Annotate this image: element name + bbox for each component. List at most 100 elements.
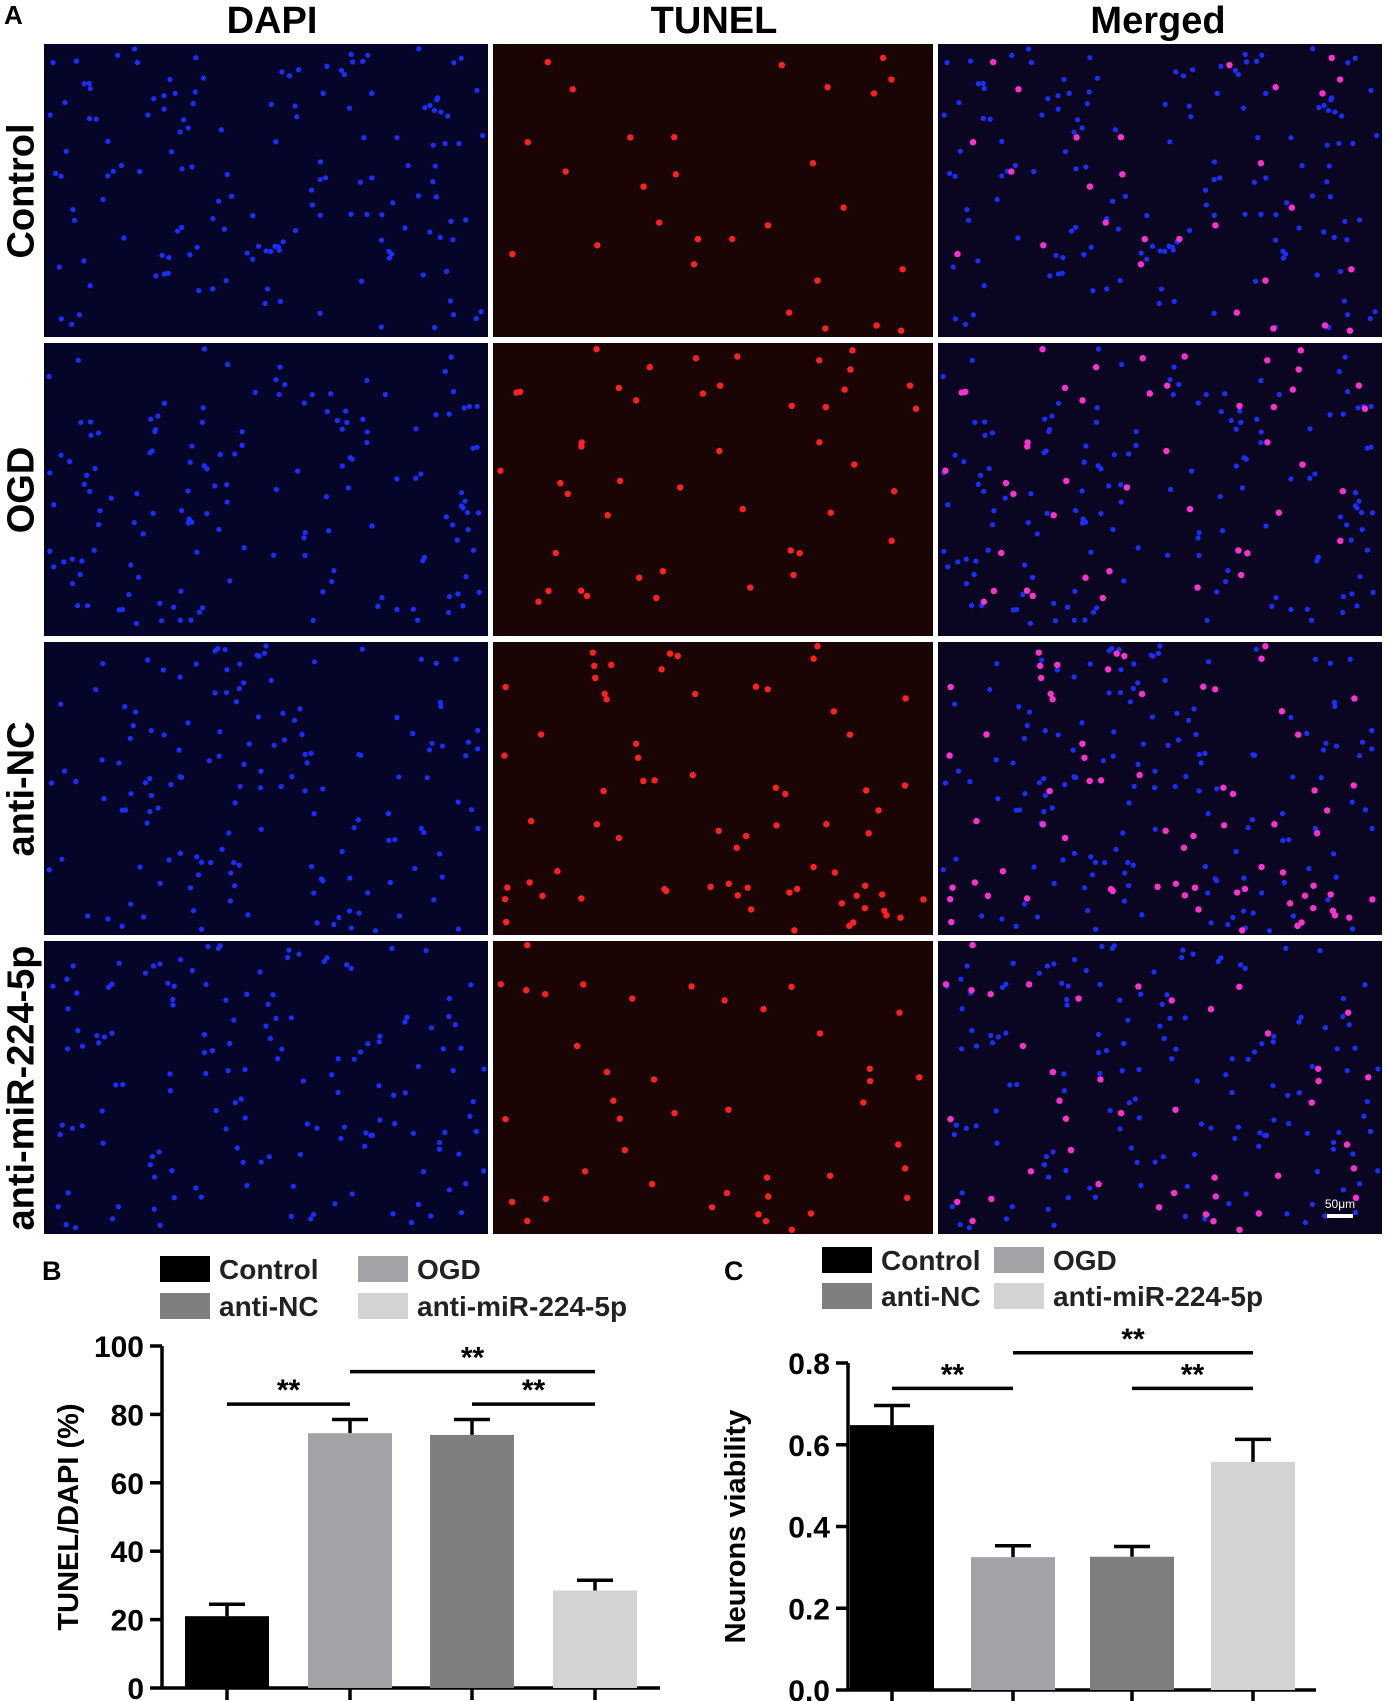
dapi-nucleus [92,465,98,472]
dapi-nucleus [1326,163,1332,169]
dapi-nucleus [359,646,365,652]
dapi-nucleus [440,1046,446,1052]
legend-label: anti-miR-224-5p [417,1291,627,1322]
dapi-nucleus [1358,509,1365,516]
bar-control [185,1616,269,1688]
dapi-nucleus [439,743,446,749]
dapi-nucleus [975,258,981,264]
dapi-nucleus [301,535,307,541]
tunel-nucleus [1019,1042,1027,1050]
tunel-nucleus [764,222,772,229]
micrograph-dapi-3 [44,941,488,1234]
tunel-nucleus [672,171,679,178]
dapi-nucleus [940,867,946,873]
dapi-nucleus [286,947,292,953]
dapi-nucleus [994,660,1000,667]
tunel-nucleus [1104,666,1112,673]
dapi-nucleus [1125,883,1132,889]
dapi-nucleus [308,187,315,193]
dapi-nucleus [1283,945,1289,951]
tunel-nucleus [1315,1077,1322,1085]
dapi-nucleus [1045,96,1051,102]
dapi-nucleus [85,913,91,919]
dapi-nucleus [461,405,467,411]
dapi-nucleus [213,1107,219,1114]
legend-swatch [994,1283,1044,1309]
dapi-nucleus [238,1096,244,1102]
dapi-nucleus [53,170,59,176]
dapi-nucleus [1332,109,1338,115]
dapi-nucleus [217,451,223,458]
dapi-nucleus [1062,149,1069,155]
tunel-nucleus [674,652,681,660]
dapi-nucleus [387,879,393,886]
dapi-nucleus [446,411,452,417]
tunel-nucleus [810,655,817,662]
dapi-nucleus [1061,1088,1067,1094]
dapi-nucleus [179,166,185,172]
dapi-nucleus [363,1130,369,1136]
dapi-nucleus [438,703,444,709]
dapi-nucleus [394,135,400,141]
dapi-nucleus [282,381,288,388]
tunel-nucleus [651,777,658,784]
dapi-nucleus [178,507,185,514]
dapi-nucleus [339,848,345,855]
dapi-nucleus [1352,1210,1359,1216]
dapi-nucleus [1195,535,1201,541]
dapi-nucleus [1044,510,1050,516]
dapi-nucleus [1149,714,1156,720]
dapi-nucleus [224,171,230,178]
tunel-nucleus [830,708,838,715]
tunel-nucleus [1350,782,1357,789]
dapi-nucleus [1010,607,1016,613]
tunel-nucleus [601,690,608,698]
dapi-nucleus [973,1043,980,1049]
tunel-nucleus [648,1180,656,1188]
dapi-nucleus [442,140,448,147]
dapi-nucleus [448,218,454,225]
tunel-nucleus [1236,1226,1243,1233]
tunel-nucleus [1271,821,1278,828]
tunel-nucleus [1310,882,1317,889]
dapi-nucleus [942,780,949,786]
dapi-nucleus [290,1183,296,1189]
dapi-nucleus [391,1092,397,1098]
dapi-nucleus [339,463,345,469]
dapi-nucleus [93,116,99,122]
y-tick-label: 0.2 [788,1593,830,1626]
dapi-nucleus [309,202,316,208]
dapi-nucleus [348,965,354,971]
dapi-nucleus [364,211,370,217]
dapi-nucleus [1349,926,1356,932]
tunel-nucleus [822,403,829,411]
dapi-nucleus [1120,830,1126,836]
dapi-nucleus [74,990,80,996]
tunel-nucleus [1286,900,1294,907]
tunel-nucleus [692,355,700,362]
dapi-nucleus [1203,202,1210,208]
dapi-nucleus [273,377,279,383]
dapi-nucleus [350,59,356,65]
dapi-nucleus [999,138,1005,145]
dapi-nucleus [244,250,250,256]
tunel-nucleus [610,1097,617,1104]
dapi-nucleus [244,991,250,997]
dapi-nucleus [1110,753,1116,759]
dapi-nucleus [394,606,400,613]
tunel-nucleus [1027,1168,1035,1175]
tunel-nucleus [1010,490,1017,498]
dapi-nucleus [437,699,444,705]
dapi-nucleus [1013,923,1019,929]
tunel-nucleus [1236,983,1243,991]
dapi-nucleus [1281,879,1287,886]
tunel-nucleus [1025,981,1033,988]
tunel-nucleus [793,885,801,893]
dapi-nucleus [59,1122,65,1128]
dapi-nucleus [415,1063,421,1070]
tunel-nucleus [838,900,846,907]
dapi-nucleus [1170,391,1176,398]
dapi-nucleus [940,373,946,380]
dapi-nucleus [165,270,171,276]
dapi-nucleus [105,984,112,990]
